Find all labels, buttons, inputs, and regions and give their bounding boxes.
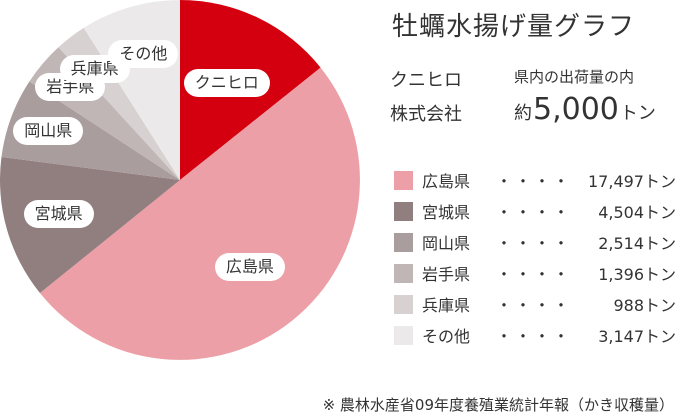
legend-item: 宮城県 ・・・・ 4,504トン <box>394 197 678 228</box>
source-note: ※ 農林水産省09年度養殖業統計年報（かき収穫量） <box>322 396 674 414</box>
legend-label: その他 <box>422 327 471 346</box>
chart-title: 牡蠣水揚げ量グラフ <box>392 12 636 42</box>
legend-label: 岩手県 <box>422 265 471 284</box>
shipment-value: 約5,000トン <box>514 92 656 127</box>
legend-value: 2,514トン <box>598 234 676 253</box>
legend-dots: ・・・・ <box>496 203 573 222</box>
slice-label: その他 <box>108 39 179 68</box>
legend-item: 兵庫県 ・・・・ 988トン <box>394 290 678 321</box>
pie-slice <box>39 67 360 360</box>
legend-swatch <box>394 233 413 252</box>
legend: 広島県 ・・・・ 17,497トン 宮城県 ・・・・ 4,504トン 岡山県 ・・・・ 2,51… <box>394 166 678 352</box>
pie-chart <box>0 0 360 360</box>
legend-item: 岡山県 ・・・・ 2,514トン <box>394 228 678 259</box>
legend-value: 17,497トン <box>588 172 676 191</box>
legend-value: 3,147トン <box>598 327 676 346</box>
shipment-prefix: 約 <box>514 103 532 124</box>
legend-dots: ・・・・ <box>496 265 573 284</box>
company-name-line2: 株式会社 <box>390 104 462 125</box>
legend-dots: ・・・・ <box>496 327 573 346</box>
legend-dots: ・・・・ <box>496 234 573 253</box>
legend-swatch <box>394 171 413 190</box>
legend-swatch <box>394 326 413 345</box>
legend-label: 広島県 <box>422 172 471 191</box>
shipment-label: 県内の出荷量の内 <box>514 68 635 86</box>
slice-label: クニヒロ <box>183 68 270 97</box>
legend-value: 4,504トン <box>598 203 676 222</box>
legend-item: 岩手県 ・・・・ 1,396トン <box>394 259 678 290</box>
legend-value: 988トン <box>613 296 676 315</box>
legend-swatch <box>394 202 413 221</box>
legend-label: 岡山県 <box>422 234 471 253</box>
pie-slice <box>0 156 180 294</box>
slice-label: 兵庫県 <box>59 54 130 83</box>
company-name: クニヒロ 株式会社 <box>390 64 462 132</box>
legend-swatch <box>394 264 413 283</box>
shipment-unit: トン <box>619 103 656 124</box>
slice-label: 広島県 <box>214 253 285 281</box>
company-name-line1: クニヒロ <box>390 70 462 91</box>
pie-slice <box>1 81 181 180</box>
slice-label: 宮城県 <box>23 200 94 229</box>
legend-item: 広島県 ・・・・ 17,497トン <box>394 166 678 197</box>
legend-value: 1,396トン <box>598 265 676 284</box>
shipment-number: 5,000 <box>533 92 619 127</box>
legend-item: その他 ・・・・ 3,147トン <box>394 321 678 352</box>
legend-swatch <box>394 295 413 314</box>
legend-label: 兵庫県 <box>422 296 471 315</box>
legend-label: 宮城県 <box>422 203 471 222</box>
legend-dots: ・・・・ <box>496 296 573 315</box>
legend-dots: ・・・・ <box>496 172 573 191</box>
slice-label: 岡山県 <box>13 117 84 146</box>
